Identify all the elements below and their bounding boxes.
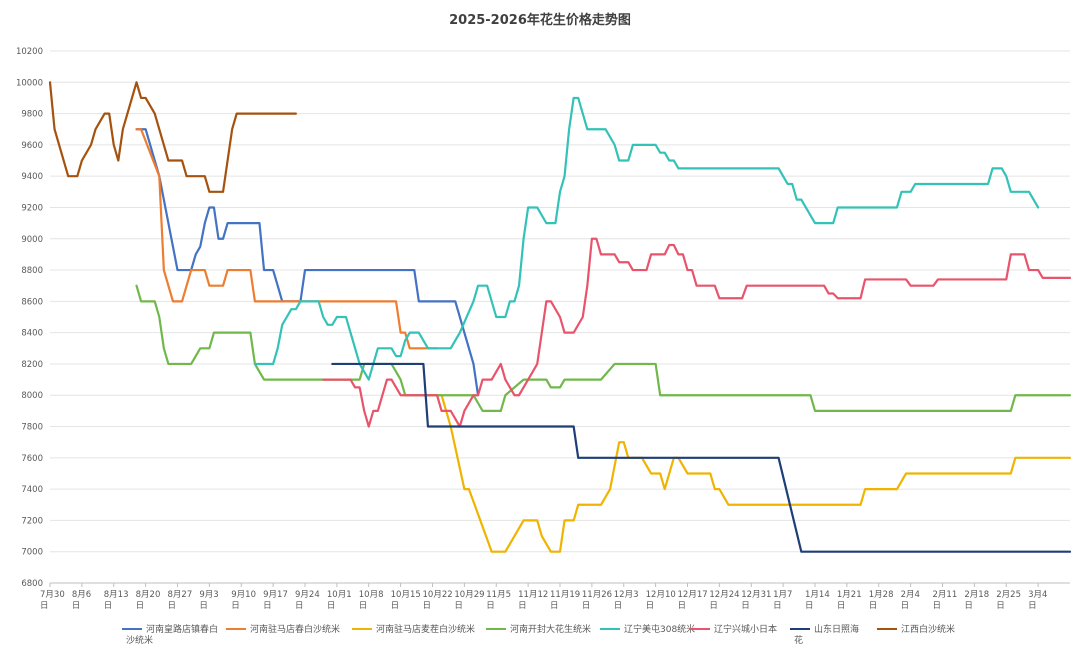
x-tick-label: 8月27 日 xyxy=(168,590,193,611)
x-tick-label: 1月14 日 xyxy=(805,590,830,611)
x-tick-label: 2月11 日 xyxy=(933,590,958,611)
y-tick-label: 8000 xyxy=(21,391,43,401)
x-tick-label: 11月19 日 xyxy=(550,590,580,611)
y-tick-label: 10000 xyxy=(16,78,43,88)
legend: 河南皇路店镇春白沙统米 河南驻马店春白沙统米 河南驻马店麦茬白沙统米 河南开封大花生统… xyxy=(122,623,955,646)
chart-title: 2025-2026年花生价格走势图 xyxy=(449,12,631,28)
series-line-3 xyxy=(431,394,1072,553)
y-tick-label: 9400 xyxy=(21,172,43,182)
legend-label-7: 山东日照海花 xyxy=(794,623,859,646)
y-tick-label: 7400 xyxy=(21,485,43,495)
x-tick-label: 7月30 日 xyxy=(40,590,65,611)
x-tick-label: 3月4 日 xyxy=(1028,590,1047,611)
x-tick-label: 9月3 日 xyxy=(199,590,218,611)
x-tick-label: 2月18 日 xyxy=(964,590,989,611)
axis-layer: 6800 7000 7200 7400 7600 7800 8000 8200 8400 8600… xyxy=(16,47,1070,611)
legend-label-8: 江西白沙统米 xyxy=(901,623,955,635)
x-tick-label: 1月7 日 xyxy=(773,590,792,611)
x-tick-label: 9月10 日 xyxy=(231,590,256,611)
series-line-5 xyxy=(253,96,1040,381)
x-tick-label: 9月24 日 xyxy=(295,590,320,611)
x-tick-label: 12月17 日 xyxy=(678,590,708,611)
series-line-7 xyxy=(331,362,1072,553)
legend-label-1: 河南皇路店镇春白沙统米 xyxy=(126,623,218,646)
x-tick-label: 8月6 日 xyxy=(72,590,91,611)
legend-label-6: 辽宁兴城小日本 xyxy=(714,623,777,635)
y-tick-label: 8800 xyxy=(21,266,43,276)
x-tick-label: 9月17 日 xyxy=(263,590,288,611)
legend-label-3: 河南驻马店麦茬白沙统米 xyxy=(376,623,475,635)
x-tick-label: 12月31 日 xyxy=(741,590,771,611)
x-tick-label: 8月20 日 xyxy=(136,590,161,611)
x-tick-label: 12月10 日 xyxy=(646,590,676,611)
y-tick-label: 9000 xyxy=(21,235,43,245)
y-tick-label: 7800 xyxy=(21,423,43,433)
y-tick-label: 9800 xyxy=(21,110,43,120)
x-tick-label: 10月1 日 xyxy=(327,590,352,611)
x-tick-label: 1月21 日 xyxy=(837,590,862,611)
series-line-2 xyxy=(135,128,439,350)
y-tick-label: 7600 xyxy=(21,454,43,464)
legend-label-4: 河南开封大花生统米 xyxy=(510,623,591,635)
y-tick-label: 6800 xyxy=(21,579,43,589)
series-line-8 xyxy=(48,81,297,193)
x-tick-label: 2月25 日 xyxy=(996,590,1021,611)
y-tick-label: 8200 xyxy=(21,360,43,370)
y-tick-label: 10200 xyxy=(16,47,43,57)
x-tick-label: 10月22 日 xyxy=(423,590,453,611)
x-tick-label: 12月24 日 xyxy=(709,590,739,611)
series-line-1 xyxy=(135,128,480,397)
x-tick-label: 10月8 日 xyxy=(359,590,384,611)
x-tick-label: 8月13 日 xyxy=(104,590,129,611)
y-tick-label: 8600 xyxy=(21,297,43,307)
series-line-4 xyxy=(135,284,1072,412)
x-tick-label: 10月15 日 xyxy=(391,590,421,611)
y-tick-label: 7200 xyxy=(21,516,43,526)
x-tick-label: 11月5 日 xyxy=(486,590,511,611)
y-tick-label: 8400 xyxy=(21,329,43,339)
series-layer xyxy=(48,81,1072,553)
x-tick-label: 11月12 日 xyxy=(518,590,548,611)
y-tick-label: 9600 xyxy=(21,141,43,151)
x-tick-label: 1月28 日 xyxy=(869,590,894,611)
y-tick-label: 7000 xyxy=(21,548,43,558)
x-tick-label: 11月26 日 xyxy=(582,590,612,611)
x-tick-label: 10月29 日 xyxy=(454,590,484,611)
x-tick-label: 12月3 日 xyxy=(614,590,639,611)
series-line-6 xyxy=(322,237,1072,428)
y-tick-label: 9200 xyxy=(21,203,43,213)
legend-label-2: 河南驻马店春白沙统米 xyxy=(250,623,340,635)
legend-label-5: 辽宁美屯308统米 xyxy=(624,623,695,635)
x-tick-label: 2月4 日 xyxy=(901,590,920,611)
